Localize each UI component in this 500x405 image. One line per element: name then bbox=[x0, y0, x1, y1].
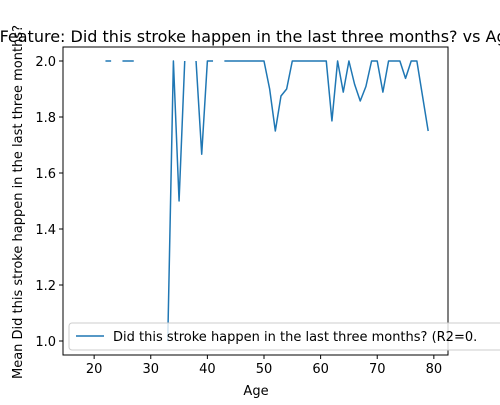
x-tick-label: 50 bbox=[256, 362, 273, 377]
series-line-segment bbox=[166, 60, 186, 342]
legend: Did this stroke happen in the last three… bbox=[68, 322, 500, 351]
x-tick-label: 30 bbox=[142, 362, 159, 377]
x-tick-label: 60 bbox=[312, 362, 329, 377]
axes: 20 30 40 50 60 70 80 1.0 1.2 1.4 1.6 1.8 2.0 bbox=[35, 46, 449, 377]
y-tick-label: 1.0 bbox=[35, 335, 56, 350]
series-line-segment bbox=[224, 60, 429, 132]
legend-frame bbox=[68, 322, 500, 351]
y-axis-label: Mean Did this stroke happen in the last … bbox=[11, 25, 26, 379]
plot-frame bbox=[62, 46, 449, 356]
x-tick-label: 20 bbox=[86, 362, 103, 377]
x-tick-label: 40 bbox=[199, 362, 216, 377]
legend-label: Did this stroke happen in the last three… bbox=[113, 330, 477, 345]
y-tick-label: 1.6 bbox=[35, 167, 56, 182]
series-line-segment bbox=[195, 60, 214, 155]
y-tick-label: 2.0 bbox=[35, 55, 56, 70]
x-tick-label: 80 bbox=[426, 362, 443, 377]
x-axis-label: Age bbox=[243, 384, 268, 399]
y-tick-label: 1.2 bbox=[35, 279, 56, 294]
x-tick-label: 70 bbox=[369, 362, 386, 377]
y-tick-label: 1.8 bbox=[35, 111, 56, 126]
series-line bbox=[105, 60, 429, 342]
y-tick-label: 1.4 bbox=[35, 223, 56, 238]
chart-title: Feature: Did this stroke happen in the l… bbox=[0, 27, 500, 46]
plot-area bbox=[105, 60, 429, 342]
